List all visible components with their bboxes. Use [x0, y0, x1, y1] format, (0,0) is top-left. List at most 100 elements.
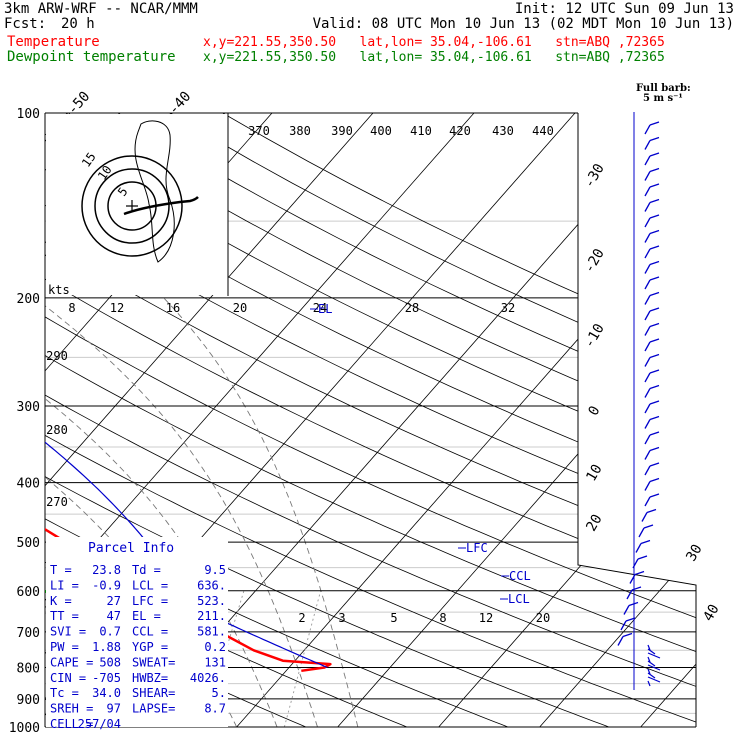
theta-label: 420 — [449, 124, 471, 138]
wind-barb — [644, 493, 660, 507]
wind-barb — [623, 601, 639, 615]
wind-barb-staff — [644, 124, 651, 135]
pressure-tick-label: 600 — [17, 585, 40, 600]
parcel-info-value: 47 — [107, 609, 121, 623]
parcel-info-value: 97 — [107, 702, 121, 716]
mixing-ratio-label: 3 — [338, 611, 345, 625]
legend-temperature-info: x,y=221.55,350.50 lat,lon= 35.04,-106.61… — [203, 35, 665, 50]
parcel-info-label: SVI = — [50, 625, 86, 639]
wind-barb-flag — [649, 353, 660, 359]
wind-barb — [644, 415, 660, 429]
wind-barb-staff — [644, 186, 651, 197]
parcel-info-label: CCL = — [132, 625, 168, 639]
wind-barb-staff — [635, 543, 642, 553]
parcel-info-label: LCL = — [132, 578, 168, 592]
wind-barb — [644, 121, 660, 135]
wind-barb-flag — [649, 276, 660, 281]
wind-barb — [644, 183, 660, 197]
isotherm — [236, 113, 696, 728]
parcel-info-value: 5. — [212, 686, 226, 700]
wind-barb-flag — [649, 400, 660, 405]
barb-key-units: 5 m s⁻¹ — [643, 93, 683, 104]
wind-barb-flag — [649, 136, 660, 142]
wind-barb — [644, 322, 660, 336]
wind-barb — [644, 152, 660, 166]
wind-barb — [638, 524, 654, 538]
pressure-tick-label: 500 — [17, 536, 40, 551]
wind-barb-staff — [644, 434, 651, 445]
wind-barb-staff — [644, 310, 651, 321]
mixing-ratio-label: 20 — [536, 611, 550, 625]
wind-barb-staff — [623, 605, 630, 615]
theta-label: 410 — [410, 124, 432, 138]
parcel-info-label: SREH = — [50, 702, 93, 716]
wind-barb-staff — [638, 527, 645, 538]
dry-adiabat — [45, 113, 696, 728]
wind-barb — [644, 214, 660, 228]
isotherm — [337, 113, 696, 728]
wind-barb-staff — [644, 155, 651, 166]
wind-barb-flag — [637, 555, 648, 560]
parcel-info-value: 8.7 — [204, 702, 226, 716]
wind-barb-flag — [649, 183, 660, 188]
wind-barb-flag — [649, 493, 660, 498]
pressure-tick-label: 900 — [17, 693, 40, 708]
pressure-tick-label: 400 — [17, 477, 40, 492]
parcel-info-background — [46, 537, 228, 727]
wind-barb — [641, 508, 657, 522]
wind-barb — [644, 167, 660, 181]
wind-barb-flag — [649, 369, 660, 374]
pressure-tick-label: 700 — [17, 626, 40, 641]
parcel-info-label: LI = — [50, 578, 79, 592]
parcel-info-label: CELL = — [50, 717, 93, 731]
level-marker-label: LCL — [508, 592, 530, 606]
parcel-info-label: LFC = — [132, 594, 168, 608]
wind-barb — [617, 632, 633, 646]
wind-barb-staff — [644, 326, 651, 336]
level-marker-label: LFC — [466, 541, 488, 555]
legend-temperature-name: Temperature — [7, 34, 100, 50]
parcel-info-label: SHEAR= — [132, 686, 175, 700]
isotherm — [438, 113, 696, 728]
wind-barb-staff — [644, 357, 651, 367]
wind-barb-flag — [649, 229, 660, 235]
wind-barb-staff — [620, 620, 627, 631]
wind-barb-staff — [644, 140, 651, 150]
wind-barb — [644, 369, 660, 383]
wind-barb — [644, 276, 660, 290]
hodograph-background — [46, 114, 228, 295]
model-title: 3km ARW-WRF -- NCAR/MMM — [4, 1, 198, 17]
parcel-info-value: 581. — [197, 625, 226, 639]
legend-dewpoint-name: Dewpoint temperature — [7, 49, 176, 65]
parcel-info-value: 0.7 — [99, 625, 121, 639]
parcel-info-value: 257/04 — [78, 717, 121, 731]
hodograph-ring — [94, 168, 170, 244]
parcel-info-value: 636. — [197, 578, 226, 592]
parcel-info-value: 508 — [99, 655, 121, 669]
wind-barb-staff — [644, 248, 651, 259]
parcel-info-value: 27 — [107, 594, 121, 608]
parcel-info-panel: Parcel Info T = 23.8 Td = 9.5 LI = -0.9 LCL = 63… — [46, 537, 228, 731]
wind-barb-staff — [644, 450, 651, 460]
wind-barb — [644, 400, 660, 414]
wind-barb — [647, 676, 661, 683]
isotherm-label: 0 — [585, 403, 603, 418]
dry-adiabat — [45, 113, 696, 728]
theta-label: 400 — [370, 124, 392, 138]
theta-label: 390 — [331, 124, 353, 138]
hodograph-scale-label: 20 — [233, 301, 247, 315]
wind-barb-flag — [649, 121, 660, 126]
temperature-profile — [45, 113, 332, 673]
wind-barb-staff — [644, 403, 651, 414]
wind-barb-staff — [644, 388, 651, 398]
wind-barb — [644, 446, 660, 460]
parcel-info-value: -0.9 — [92, 578, 121, 592]
theta-label: 270 — [46, 495, 68, 509]
dry-adiabat — [170, 113, 696, 728]
parcel-info-value: 1.88 — [92, 640, 121, 654]
hodograph-scale-label: 8 — [68, 301, 75, 315]
wind-barb-flag — [649, 446, 660, 452]
wind-barb-staff — [644, 217, 651, 228]
wind-barb — [647, 680, 651, 687]
